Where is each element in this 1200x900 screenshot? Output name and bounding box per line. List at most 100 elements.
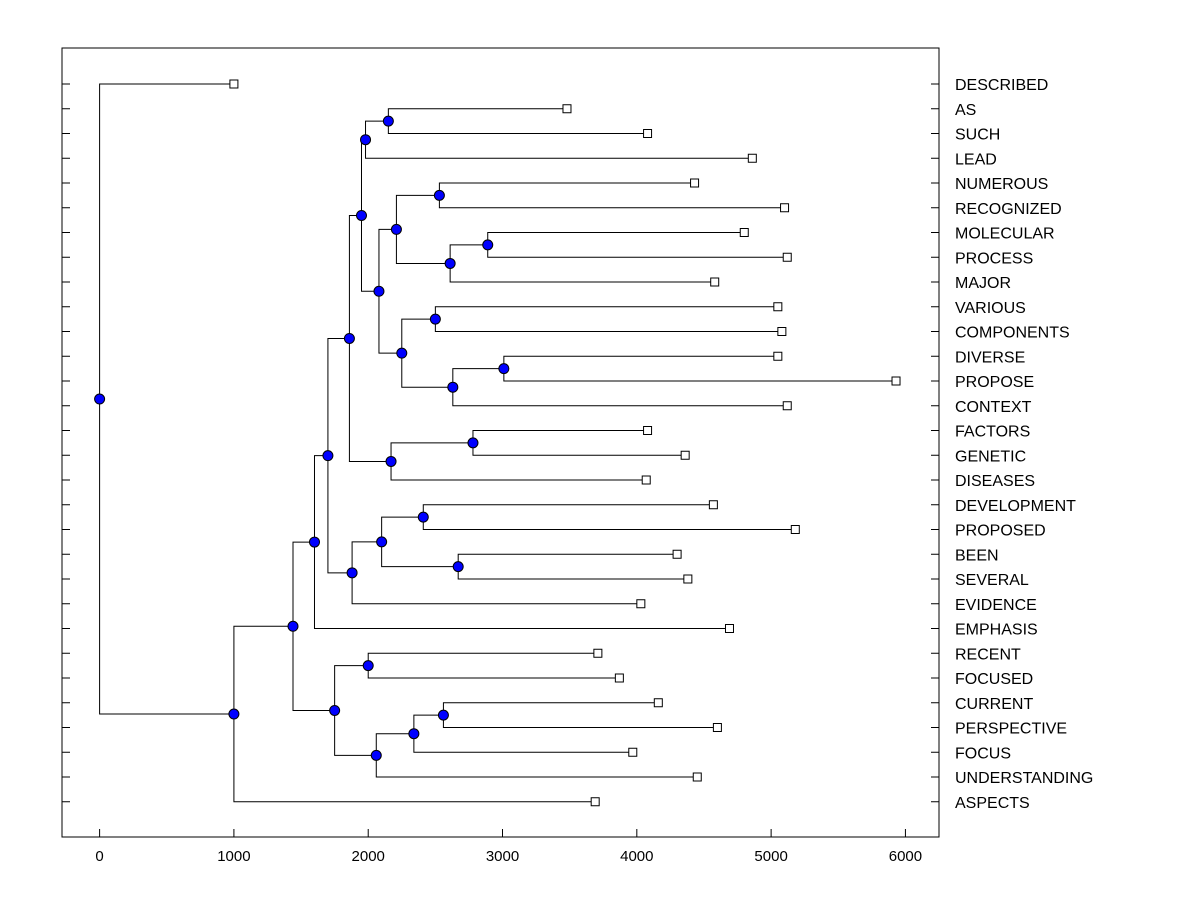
leaf-label-emphasis: EMPHASIS xyxy=(955,622,1038,639)
merge-node-n24 xyxy=(408,728,420,740)
leaf-label-genetic: GENETIC xyxy=(955,448,1026,465)
leaf-marker-as xyxy=(562,104,572,114)
x-tick-label-0: 0 xyxy=(95,848,103,865)
leaf-marker-evidence xyxy=(636,599,646,609)
merge-node-n18 xyxy=(376,536,388,548)
leaf-marker-several xyxy=(683,574,693,584)
link-n22 xyxy=(367,652,620,679)
merge-node-n26 xyxy=(329,704,341,716)
leaf-marker-current xyxy=(653,698,663,708)
leaf-label-lead: LEAD xyxy=(955,151,997,168)
leaf-label-several: SEVERAL xyxy=(955,572,1029,589)
merge-node-n25 xyxy=(370,749,382,761)
plot-frame xyxy=(61,47,940,838)
merge-node-n17 xyxy=(452,561,464,573)
link-n23 xyxy=(442,702,718,728)
x-tick-label-5000: 5000 xyxy=(754,848,787,865)
link-n26 xyxy=(334,665,377,756)
link-n24 xyxy=(413,714,633,753)
leaf-label-diseases: DISEASES xyxy=(955,473,1035,490)
leaf-marker-described xyxy=(229,79,239,89)
leaf-label-recognized: RECOGNIZED xyxy=(955,201,1062,218)
x-tick-label-4000: 4000 xyxy=(620,848,653,865)
leaf-label-as: AS xyxy=(955,102,976,119)
link-n2 xyxy=(365,120,753,159)
leaf-marker-emphasis xyxy=(724,624,734,633)
link-n18 xyxy=(381,516,459,568)
leaf-marker-been xyxy=(672,549,682,559)
leaf-marker-recognized xyxy=(780,203,790,213)
leaf-marker-components xyxy=(777,327,787,336)
merge-node-n1 xyxy=(382,115,394,127)
link-n16 xyxy=(422,504,796,530)
leaf-marker-recent xyxy=(593,648,603,658)
link-n7 xyxy=(434,306,782,332)
merge-node-n23 xyxy=(437,709,449,721)
merge-node-n5 xyxy=(444,257,456,269)
merge-node-n8 xyxy=(498,363,510,375)
merge-node-n2 xyxy=(360,134,372,146)
leaf-label-described: DESCRIBED xyxy=(955,77,1048,94)
merge-node-markers xyxy=(94,115,510,761)
link-n17 xyxy=(457,553,688,580)
merge-node-n11 xyxy=(373,285,385,297)
leaf-marker-propose xyxy=(891,376,901,386)
leaf-marker-factors xyxy=(643,426,653,435)
leaf-marker-various xyxy=(773,302,783,312)
x-tick-label-6000: 6000 xyxy=(889,848,922,865)
merge-node-n3 xyxy=(433,189,445,201)
x-tick-label-1000: 1000 xyxy=(217,848,250,865)
left-tick-marks xyxy=(62,83,70,803)
leaf-marker-perspective xyxy=(712,723,722,732)
merge-node-n4 xyxy=(482,239,494,251)
leaf-marker-molecular xyxy=(739,228,749,237)
leaf-label-propose: PROPOSE xyxy=(955,374,1034,391)
link-n1 xyxy=(387,108,648,134)
merge-node-n12 xyxy=(355,209,367,221)
leaf-marker-context xyxy=(782,401,792,411)
merge-node-n22 xyxy=(362,660,374,672)
leaf-label-perspective: PERSPECTIVE xyxy=(955,721,1067,738)
leaf-marker-aspects xyxy=(590,797,600,807)
leaf-label-proposed: PROPOSED xyxy=(955,523,1046,540)
link-n28 xyxy=(233,625,596,803)
leaf-label-such: SUCH xyxy=(955,127,1000,144)
merge-node-n20 xyxy=(322,450,334,462)
leaf-marker-diseases xyxy=(641,475,651,485)
leaf-label-current: CURRENT xyxy=(955,696,1033,713)
leaf-label-components: COMPONENTS xyxy=(955,325,1070,342)
link-n10 xyxy=(401,318,453,388)
leaf-label-focus: FOCUS xyxy=(955,745,1011,762)
leaf-marker-lead xyxy=(747,153,757,163)
link-n9 xyxy=(452,368,788,407)
merge-node-n27 xyxy=(287,620,299,632)
merge-node-n21 xyxy=(308,536,320,548)
link-n5 xyxy=(449,244,715,283)
link-n15 xyxy=(348,214,392,462)
leaf-label-numerous: NUMEROUS xyxy=(955,176,1048,193)
leaf-label-various: VARIOUS xyxy=(955,300,1026,317)
merge-node-n10 xyxy=(396,347,408,359)
link-n3 xyxy=(438,182,785,209)
x-tick-label-2000: 2000 xyxy=(352,848,385,865)
leaf-marker-focus xyxy=(628,747,638,757)
leaf-marker-process xyxy=(782,252,792,262)
merge-node-n29 xyxy=(94,393,106,405)
leaf-label-diverse: DIVERSE xyxy=(955,349,1025,366)
link-n19 xyxy=(351,541,641,605)
leaf-label-molecular: MOLECULAR xyxy=(955,226,1055,243)
leaf-labels: DESCRIBED AS SUCH LEAD NUMEROUS RECOGNIZED MOL… xyxy=(955,77,1093,812)
leaf-marker-major xyxy=(710,277,720,287)
dendrogram-links xyxy=(99,83,897,803)
link-n29 xyxy=(99,83,234,715)
leaf-label-evidence: EVIDENCE xyxy=(955,597,1037,614)
link-n25 xyxy=(375,733,698,778)
leaf-marker-numerous xyxy=(690,178,700,188)
merge-node-n6 xyxy=(390,223,402,235)
link-n13 xyxy=(472,430,686,456)
leaf-label-context: CONTEXT xyxy=(955,399,1032,416)
leaf-label-development: DEVELOPMENT xyxy=(955,498,1076,515)
merge-node-n19 xyxy=(346,567,358,579)
leaf-markers xyxy=(229,79,901,807)
